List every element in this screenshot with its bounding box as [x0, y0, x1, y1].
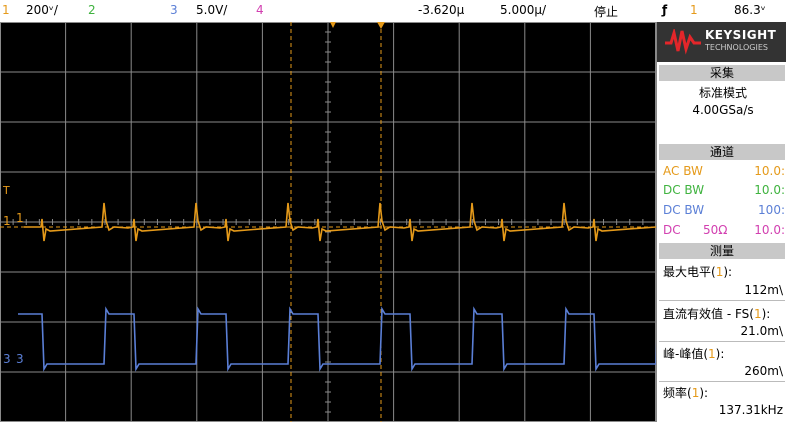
measure-value-4: 137.31kHz — [718, 403, 783, 417]
side-panel: KEYSIGHT TECHNOLOGIES 采集 标准模式 4.00GSa/s … — [656, 22, 786, 422]
ch1-number[interactable]: 1 — [2, 3, 10, 17]
ch2-number[interactable]: 2 — [88, 3, 96, 17]
logo-sub: TECHNOLOGIES — [705, 43, 768, 52]
status-bar: 1 200ᵛ/ 2 3 5.0V/ 4 -3.620µ 5.000µ/ 停止 ƒ… — [0, 0, 786, 22]
measure-label-3: 峰-峰值(1): — [663, 347, 725, 361]
cursor-marker — [377, 22, 385, 29]
keysight-wave-icon — [665, 29, 701, 55]
channel-row-3[interactable]: DC BW 100: — [663, 203, 785, 217]
trigger-channel[interactable]: 1 — [690, 3, 698, 17]
acquire-mode: 标准模式 — [698, 86, 747, 100]
channel-row-2[interactable]: DC BW 10.0: — [663, 183, 785, 197]
graticule — [0, 22, 656, 422]
ch3-number[interactable]: 3 — [170, 3, 178, 17]
time-delay[interactable]: -3.620µ — [418, 3, 465, 17]
keysight-logo: KEYSIGHT TECHNOLOGIES — [657, 22, 786, 62]
logo-brand: KEYSIGHT — [705, 28, 777, 42]
acquire-header[interactable]: 采集 — [659, 65, 785, 81]
channel-row-4[interactable]: DC 50Ω 10.0: — [663, 223, 785, 237]
measure-label-4: 频率(1): — [663, 386, 709, 400]
measure-value-3: 260m\ — [744, 364, 783, 378]
timebase-scale[interactable]: 5.000µ/ — [500, 3, 547, 17]
measure-value-1: 112m\ — [744, 283, 783, 297]
ch3-label: 3 — [16, 352, 24, 366]
trigger-level-marker: T — [2, 184, 10, 197]
ch1-label: 1 — [16, 211, 24, 225]
channel-header[interactable]: 通道 — [659, 144, 785, 160]
trigger-icon: ƒ — [662, 3, 668, 17]
trigger-position-marker — [330, 22, 336, 28]
ch3-ground-marker: 3 — [3, 352, 11, 366]
channel-row-1[interactable]: AC BW 10.0: — [663, 164, 785, 178]
measure-label-2: 直流有效值 - FS(1): — [663, 307, 771, 321]
ch3-scale[interactable]: 5.0V/ — [196, 3, 228, 17]
acquire-rate: 4.00GSa/s — [692, 103, 754, 117]
ch1-scale[interactable]: 200ᵛ/ — [26, 3, 58, 17]
measure-label-1: 最大电平(1): — [663, 265, 733, 279]
run-state[interactable]: 停止 — [594, 5, 619, 19]
trigger-level[interactable]: 86.3ᵛ — [734, 3, 766, 17]
measure-value-2: 21.0m\ — [740, 324, 783, 338]
waveform-display[interactable]: T 1 1 3 3 — [0, 22, 656, 422]
ch1-waveform — [24, 202, 656, 242]
channel-markers: T 1 1 3 3 — [2, 184, 24, 366]
ch4-number[interactable]: 4 — [256, 3, 264, 17]
ch3-waveform — [18, 306, 656, 372]
measure-header[interactable]: 测量 — [659, 243, 785, 259]
ch1-ground-marker: 1 — [3, 214, 11, 228]
